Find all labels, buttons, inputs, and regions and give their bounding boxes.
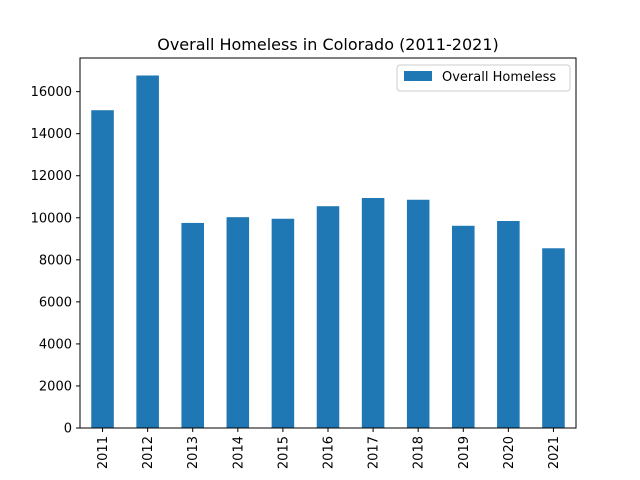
legend: Overall Homeless	[396, 64, 571, 92]
x-tick-label: 2020	[502, 436, 517, 469]
x-tick-label: 2016	[322, 436, 337, 469]
bar-2015	[271, 218, 295, 428]
x-tick-label: 2011	[96, 436, 111, 469]
bar-2020	[497, 221, 520, 428]
x-tick-label: 2012	[141, 436, 156, 469]
bar-2021	[542, 248, 565, 428]
bars-group	[91, 75, 565, 428]
bar-2019	[452, 225, 475, 428]
legend-swatch	[404, 71, 432, 81]
legend-box	[396, 64, 571, 92]
bar-2016	[316, 206, 340, 428]
x-tick-label: 2018	[412, 436, 427, 469]
y-tick-label: 6000	[39, 295, 72, 310]
x-axis: 2011 2012 2013 2014 2015 2016 2017 2018 2019 2020…	[96, 428, 562, 469]
bar-2018	[406, 199, 430, 428]
y-tick-label: 2000	[39, 379, 72, 394]
plot-frame	[79, 57, 577, 429]
x-tick-label: 2015	[276, 436, 291, 469]
bar-2017	[361, 198, 385, 428]
bar-2011	[91, 110, 114, 428]
legend-label: Overall Homeless	[442, 70, 556, 85]
x-tick-label: 2017	[367, 436, 382, 469]
x-tick-label: 2014	[231, 436, 246, 469]
y-axis: 0 2000 4000 6000 8000 10000 12000 14000 16000	[31, 85, 80, 437]
y-tick-label: 8000	[39, 253, 72, 268]
bar-2013	[181, 222, 204, 428]
y-tick-label: 16000	[31, 85, 72, 100]
y-tick-label: 0	[64, 422, 72, 437]
y-tick-label: 10000	[31, 211, 72, 226]
y-tick-label: 14000	[31, 127, 72, 142]
bar-2014	[226, 217, 250, 428]
bar-2012	[136, 75, 159, 428]
x-tick-label: 2019	[457, 436, 472, 469]
x-tick-label: 2013	[186, 436, 201, 469]
y-tick-label: 12000	[31, 169, 72, 184]
x-tick-label: 2021	[547, 436, 562, 469]
y-tick-label: 4000	[39, 337, 72, 352]
chart-title: Overall Homeless in Colorado (2011-2021)	[157, 35, 499, 54]
